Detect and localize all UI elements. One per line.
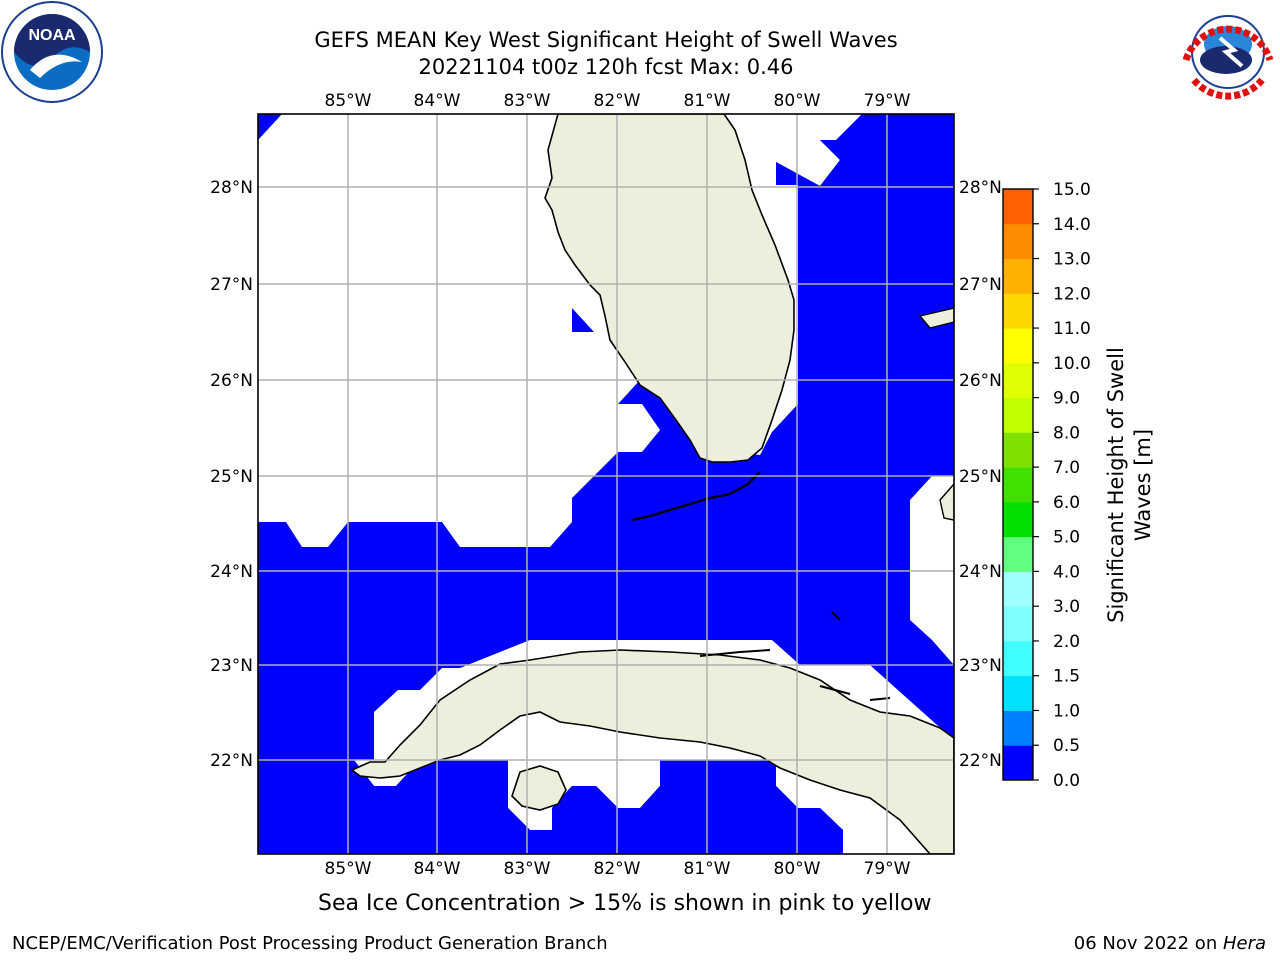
lon-tick-bottom: 84°W bbox=[414, 859, 461, 879]
land-isla-juventud bbox=[511, 765, 567, 811]
map-frame bbox=[257, 113, 955, 855]
colorbar-segment bbox=[1003, 606, 1033, 642]
colorbar-tick-label: 10.0 bbox=[1053, 354, 1091, 374]
sea-ice-note: Sea Ice Concentration > 15% is shown in … bbox=[318, 891, 932, 916]
colorbar-tick-label: 4.0 bbox=[1053, 562, 1080, 582]
colorbar-segment bbox=[1003, 397, 1033, 433]
chart-title: GEFS MEAN Key West Significant Height of… bbox=[314, 28, 898, 52]
lat-tick-left: 23°N bbox=[210, 656, 253, 676]
lat-tick-right: 22°N bbox=[959, 751, 1002, 771]
colorbar-tick-label: 1.5 bbox=[1053, 667, 1080, 687]
colorbar-segment bbox=[1003, 258, 1033, 294]
land-bahamas-grand bbox=[918, 307, 954, 329]
colorbar-label-line1: Significant Height of Swell bbox=[1104, 347, 1128, 623]
colorbar-tick-label: 12.0 bbox=[1053, 284, 1091, 304]
colorbar-label-line2: Waves [m] bbox=[1131, 429, 1155, 541]
lon-tick-top: 81°W bbox=[684, 91, 731, 111]
colorbar-ticks: 15.0 14.0 13.0 12.0 11.0 10.0 9.0 8.0 7.0 6.0 5.0 4… bbox=[1033, 180, 1091, 791]
land-florida-keys bbox=[631, 471, 761, 522]
colorbar-frame bbox=[1002, 188, 1034, 781]
colorbar-tick-label: 0.5 bbox=[1053, 736, 1080, 756]
colorbar-tick-label: 15.0 bbox=[1053, 180, 1091, 200]
footer-branch: NCEP/EMC/Verification Post Processing Pr… bbox=[12, 933, 608, 954]
lon-tick-top: 82°W bbox=[594, 91, 641, 111]
colorbar-segment bbox=[1003, 571, 1033, 607]
colorbar-segment bbox=[1003, 328, 1033, 364]
lon-tick-bottom: 79°W bbox=[864, 859, 911, 879]
swell-region-ne-cuba bbox=[870, 665, 954, 740]
colorbar-tick-label: 8.0 bbox=[1053, 423, 1080, 443]
lat-tick-left: 28°N bbox=[210, 178, 253, 198]
lon-tick-bottom: 83°W bbox=[504, 859, 551, 879]
lon-tick-top: 83°W bbox=[504, 91, 551, 111]
lon-tick-top: 84°W bbox=[414, 91, 461, 111]
lat-tick-right: 27°N bbox=[959, 275, 1002, 295]
swell-patch-nw-corner bbox=[258, 114, 282, 140]
land-florida bbox=[544, 114, 795, 463]
colorbar-segment bbox=[1003, 536, 1033, 572]
lat-tick-right: 28°N bbox=[959, 178, 1002, 198]
colorbar-segment bbox=[1003, 710, 1033, 746]
lon-tick-bottom: 85°W bbox=[325, 859, 372, 879]
colorbar-segment bbox=[1003, 362, 1033, 399]
land-bahamas-andros bbox=[939, 482, 954, 521]
colorbar bbox=[1002, 188, 1034, 781]
lat-tick-right: 23°N bbox=[959, 656, 1002, 676]
lon-tick-bottom: 81°W bbox=[684, 859, 731, 879]
swell-patch-west bbox=[572, 308, 594, 332]
lon-tick-top: 79°W bbox=[864, 91, 911, 111]
nws-logo bbox=[1178, 2, 1278, 102]
colorbar-tick-label: 3.0 bbox=[1053, 597, 1080, 617]
lon-tick-bottom: 82°W bbox=[594, 859, 641, 879]
noaa-logo-text: NOAA bbox=[28, 27, 76, 44]
lat-tick-right: 26°N bbox=[959, 371, 1002, 391]
lat-tick-left: 27°N bbox=[210, 275, 253, 295]
colorbar-segment bbox=[1003, 432, 1033, 468]
colorbar-segment bbox=[1003, 675, 1033, 711]
colorbar-segment bbox=[1003, 293, 1033, 329]
footer-date: 06 Nov 2022 on Hera bbox=[1074, 933, 1266, 954]
colorbar-tick-label: 5.0 bbox=[1053, 528, 1080, 548]
noaa-logo: NOAA bbox=[1, 1, 103, 103]
lat-tick-left: 24°N bbox=[210, 562, 253, 582]
colorbar-segment bbox=[1003, 223, 1033, 260]
footer-host: Hera bbox=[1222, 933, 1266, 954]
colorbar-segment bbox=[1003, 501, 1033, 538]
colorbar-tick-label: 13.0 bbox=[1053, 250, 1091, 270]
map-gridlines bbox=[258, 114, 954, 854]
colorbar-segment bbox=[1003, 745, 1033, 781]
colorbar-tick-label: 1.0 bbox=[1053, 701, 1080, 721]
colorbar-segment bbox=[1003, 640, 1033, 677]
colorbar-tick-label: 7.0 bbox=[1053, 458, 1080, 478]
colorbar-tick-label: 9.0 bbox=[1053, 389, 1080, 409]
land-cuba bbox=[350, 649, 954, 854]
lon-tick-bottom: 80°W bbox=[774, 859, 821, 879]
lon-tick-top: 85°W bbox=[325, 91, 372, 111]
lat-tick-right: 24°N bbox=[959, 562, 1002, 582]
footer-date-text: 06 Nov 2022 on bbox=[1073, 933, 1223, 954]
colorbar-segment bbox=[1003, 189, 1033, 225]
colorbar-tick-label: 6.0 bbox=[1053, 493, 1080, 513]
lat-tick-left: 26°N bbox=[210, 371, 253, 391]
colorbar-segment bbox=[1003, 467, 1033, 503]
lat-tick-right: 25°N bbox=[959, 467, 1002, 487]
colorbar-tick-label: 14.0 bbox=[1053, 215, 1091, 235]
swell-region-south-cuba bbox=[258, 760, 843, 854]
lat-tick-left: 22°N bbox=[210, 751, 253, 771]
land-cay-sal bbox=[831, 611, 841, 621]
colorbar-tick-label: 0.0 bbox=[1053, 771, 1080, 791]
colorbar-tick-label: 11.0 bbox=[1053, 319, 1091, 339]
lat-tick-left: 25°N bbox=[210, 467, 253, 487]
chart-subtitle: 20221104 t00z 120h fcst Max: 0.46 bbox=[418, 55, 794, 79]
lon-tick-top: 80°W bbox=[774, 91, 821, 111]
colorbar-tick-label: 2.0 bbox=[1053, 632, 1080, 652]
